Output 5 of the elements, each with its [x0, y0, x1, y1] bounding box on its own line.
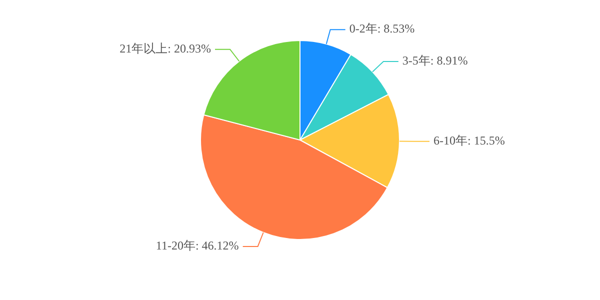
slice-label: 3-5年: 8.91%: [402, 54, 468, 68]
slice-label: 11-20年: 46.12%: [156, 238, 239, 253]
slice-label: 6-10年: 15.5%: [433, 134, 505, 148]
slice-label: 0-2年: 8.53%: [349, 22, 415, 36]
slice-label: 21年以上: 20.93%: [120, 42, 212, 56]
